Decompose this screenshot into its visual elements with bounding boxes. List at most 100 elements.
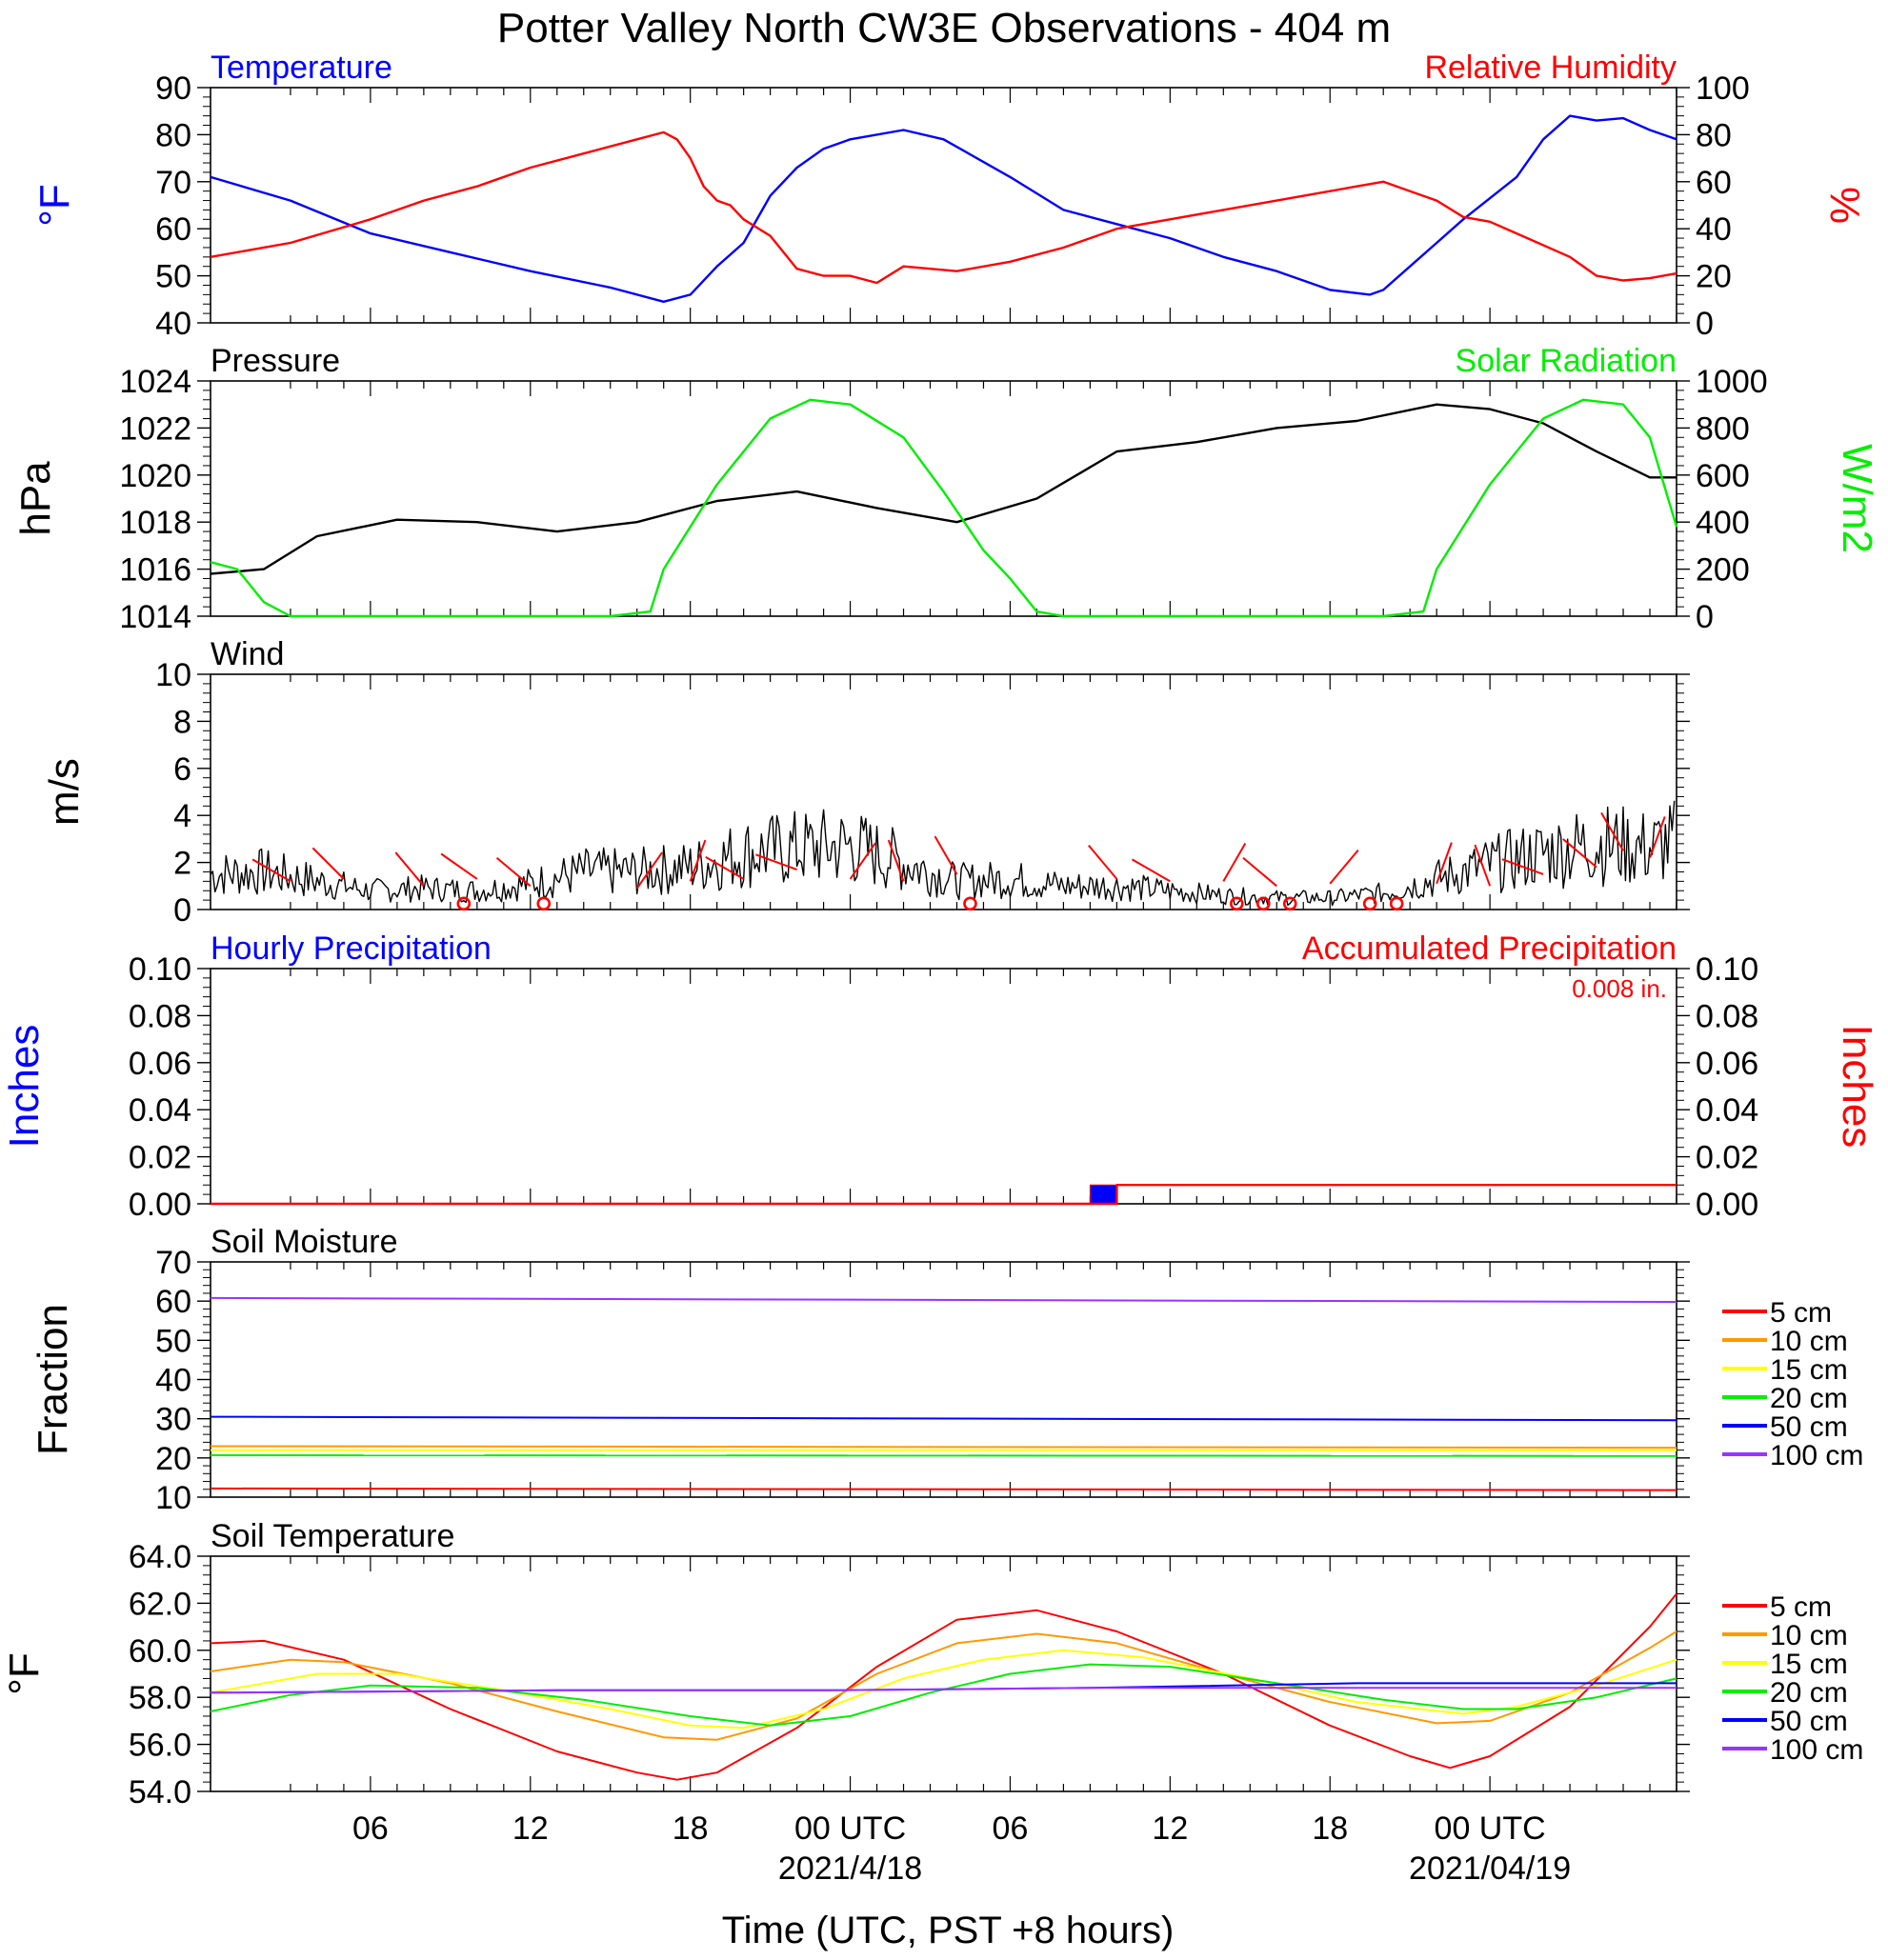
y-tick-label-left: 0.00 (129, 1187, 191, 1223)
y-tick-label-right: 1000 (1696, 364, 1768, 400)
temperature-line (210, 114, 1677, 303)
solar-unit: W/m2 (1834, 444, 1880, 553)
x-tick-label: 06 (993, 1810, 1029, 1847)
wind-barb (635, 851, 663, 890)
panel-5-frame (210, 1555, 1677, 1792)
x-tick-label: 06 (352, 1810, 389, 1847)
wind-barb (1132, 858, 1171, 883)
wind-label: Wind (211, 636, 284, 672)
wind-barb (934, 835, 958, 875)
temperature-label: Temperature (211, 50, 392, 86)
hourly-precip-label: Hourly Precipitation (211, 930, 492, 967)
y-tick-label-left: 10 (155, 657, 191, 693)
wind-barb (689, 839, 707, 882)
panel-2-frame (210, 673, 1677, 910)
legend-label: 50 cm (1770, 1411, 1848, 1443)
accum-precip-label: Accumulated Precipitation (1302, 930, 1677, 967)
y-tick-label-left: 0.02 (129, 1140, 191, 1176)
humidity-unit: % (1821, 187, 1868, 224)
calm-wind-marker (1389, 896, 1404, 911)
wind-barb (887, 839, 905, 882)
wind-barb (1329, 849, 1359, 885)
soil-temperature-line-15cm (210, 1649, 1677, 1730)
calm-wind-marker (456, 896, 472, 911)
wind-barb (1649, 816, 1666, 859)
legend-label: 100 cm (1770, 1734, 1863, 1766)
y-tick-label-left: 90 (155, 70, 191, 107)
xaxis-label: Time (UTC, PST +8 hours) (722, 1910, 1175, 1951)
y-tick-label-left: 1018 (119, 505, 191, 541)
x-tick-label: 18 (673, 1810, 709, 1847)
x-tick-label: 00 UTC (1435, 1810, 1546, 1847)
y-tick-label-left: 0.08 (129, 998, 191, 1034)
y-tick-label-left: 62.0 (129, 1586, 191, 1622)
wind-barb (1474, 844, 1492, 887)
x-tick-label: 12 (512, 1810, 549, 1847)
pressure-line (210, 403, 1677, 575)
y-tick-label-left: 8 (173, 704, 191, 740)
soil-moisture-line-100cm (210, 1296, 1677, 1303)
pressure-label: Pressure (211, 343, 340, 379)
wind-barb (251, 858, 291, 883)
wind-speed-line (210, 800, 1676, 907)
wind-barb (1436, 842, 1453, 885)
wind-barb (495, 856, 532, 888)
panel-0-frame (210, 87, 1677, 324)
legend-label: 15 cm (1770, 1649, 1848, 1680)
accum-total-label: 0.008 in. (1572, 974, 1667, 1003)
y-tick-label-left: 60.0 (129, 1633, 191, 1670)
legend-label: 10 cm (1770, 1620, 1848, 1651)
soil-temperature-unit: °F (1, 1652, 48, 1694)
calm-wind-marker (536, 896, 552, 911)
y-tick-label-left: 1016 (119, 552, 191, 589)
y-tick-label-left: 58.0 (129, 1680, 191, 1716)
chart-title: Potter Valley North CW3E Observations - … (497, 5, 1391, 51)
y-tick-label-right: 60 (1696, 165, 1732, 201)
wind-barb (440, 852, 478, 880)
y-tick-label-left: 54.0 (129, 1774, 191, 1810)
y-tick-label-right: 600 (1696, 458, 1750, 494)
y-tick-label-right: 0 (1696, 306, 1714, 342)
calm-wind-marker (1362, 896, 1377, 911)
y-tick-label-right: 800 (1696, 410, 1750, 447)
y-tick-label-left: 0.10 (129, 951, 191, 988)
y-tick-label-left: 40 (155, 1363, 191, 1399)
y-tick-label-left: 50 (155, 259, 191, 295)
y-tick-label-right: 200 (1696, 552, 1750, 589)
humidity-line (210, 130, 1677, 285)
x-tick-label: 18 (1312, 1810, 1348, 1847)
panel-4-frame (210, 1261, 1677, 1498)
y-tick-label-left: 1020 (119, 458, 191, 494)
y-tick-label-left: 4 (173, 798, 191, 834)
calm-wind-marker (1255, 896, 1271, 911)
y-tick-label-right: 80 (1696, 117, 1732, 153)
y-tick-label-right: 100 (1696, 70, 1750, 107)
y-tick-label-left: 60 (155, 211, 191, 248)
x-tick-label: 12 (1152, 1810, 1188, 1847)
calm-wind-marker (1230, 896, 1244, 911)
y-tick-label-right: 400 (1696, 505, 1750, 541)
y-tick-label-left: 0.06 (129, 1046, 191, 1082)
legend-label: 5 cm (1770, 1297, 1832, 1329)
y-tick-label-left: 20 (155, 1441, 191, 1477)
y-tick-label-left: 2 (173, 846, 191, 882)
soil-temperature-label: Soil Temperature (211, 1518, 454, 1554)
wind-barb (1242, 856, 1277, 888)
soil-temperature-line-100cm (210, 1687, 1677, 1694)
panel-1-frame (210, 380, 1677, 617)
x-date-label: 2021/4/18 (778, 1850, 922, 1887)
y-tick-label-left: 70 (155, 165, 191, 201)
y-tick-label-right: 0.06 (1696, 1046, 1758, 1082)
y-tick-label-right: 0.04 (1696, 1092, 1758, 1129)
wind-barb (394, 851, 425, 887)
legend-label: 15 cm (1770, 1354, 1848, 1386)
soil-temperature-line-20cm (210, 1663, 1677, 1727)
legend-label: 10 cm (1770, 1326, 1848, 1357)
x-date-label: 2021/04/19 (1409, 1850, 1571, 1887)
humidity-label: Relative Humidity (1424, 50, 1677, 86)
y-tick-label-right: 0 (1696, 599, 1714, 635)
wind-barb (311, 847, 345, 880)
y-tick-label-left: 40 (155, 306, 191, 342)
temperature-unit: °F (31, 184, 78, 226)
wind-barb (1222, 843, 1247, 882)
